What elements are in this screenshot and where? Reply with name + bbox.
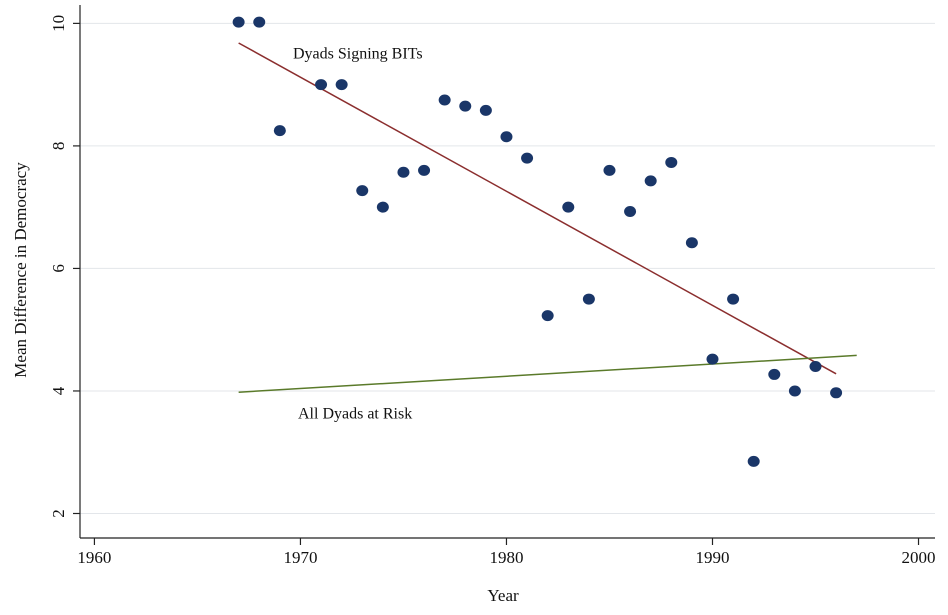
y-axis-title: Mean Difference in Democracy — [11, 162, 30, 378]
y-tick-label: 8 — [49, 142, 68, 151]
annotation: Dyads Signing BITs — [293, 46, 423, 63]
fit-line — [238, 354, 857, 393]
point — [541, 310, 554, 322]
annotation: All Dyads at Risk — [298, 406, 412, 423]
point — [500, 131, 513, 143]
point — [768, 368, 781, 380]
y-tick-label: 6 — [49, 264, 68, 273]
point — [582, 293, 595, 305]
point — [335, 79, 348, 91]
point — [273, 125, 286, 137]
point — [624, 205, 637, 217]
x-axis-title: Year — [487, 586, 519, 605]
fit-line — [238, 42, 837, 375]
point — [644, 175, 657, 187]
y-tick-label: 10 — [49, 15, 68, 32]
point — [232, 16, 245, 28]
point — [830, 387, 843, 399]
point — [376, 201, 389, 213]
y-tick-label: 2 — [49, 509, 68, 518]
x-tick-label: 1980 — [489, 548, 523, 567]
point — [727, 293, 740, 305]
x-tick-label: 1990 — [695, 548, 729, 567]
point — [459, 100, 472, 112]
point — [479, 104, 492, 116]
x-tick-label: 2000 — [902, 548, 936, 567]
point — [685, 237, 698, 249]
point — [665, 156, 678, 168]
x-tick-label: 1960 — [77, 548, 111, 567]
point — [809, 360, 822, 372]
point — [562, 201, 575, 213]
point — [521, 152, 534, 164]
point — [397, 166, 410, 178]
y-tick-label: 4 — [49, 386, 68, 395]
point — [788, 385, 801, 397]
point — [253, 16, 266, 28]
point — [438, 94, 451, 106]
point — [706, 353, 719, 365]
point — [603, 164, 616, 176]
point — [315, 79, 328, 91]
point — [747, 455, 760, 467]
point — [356, 185, 369, 197]
x-tick-label: 1970 — [283, 548, 317, 567]
point — [418, 164, 431, 176]
